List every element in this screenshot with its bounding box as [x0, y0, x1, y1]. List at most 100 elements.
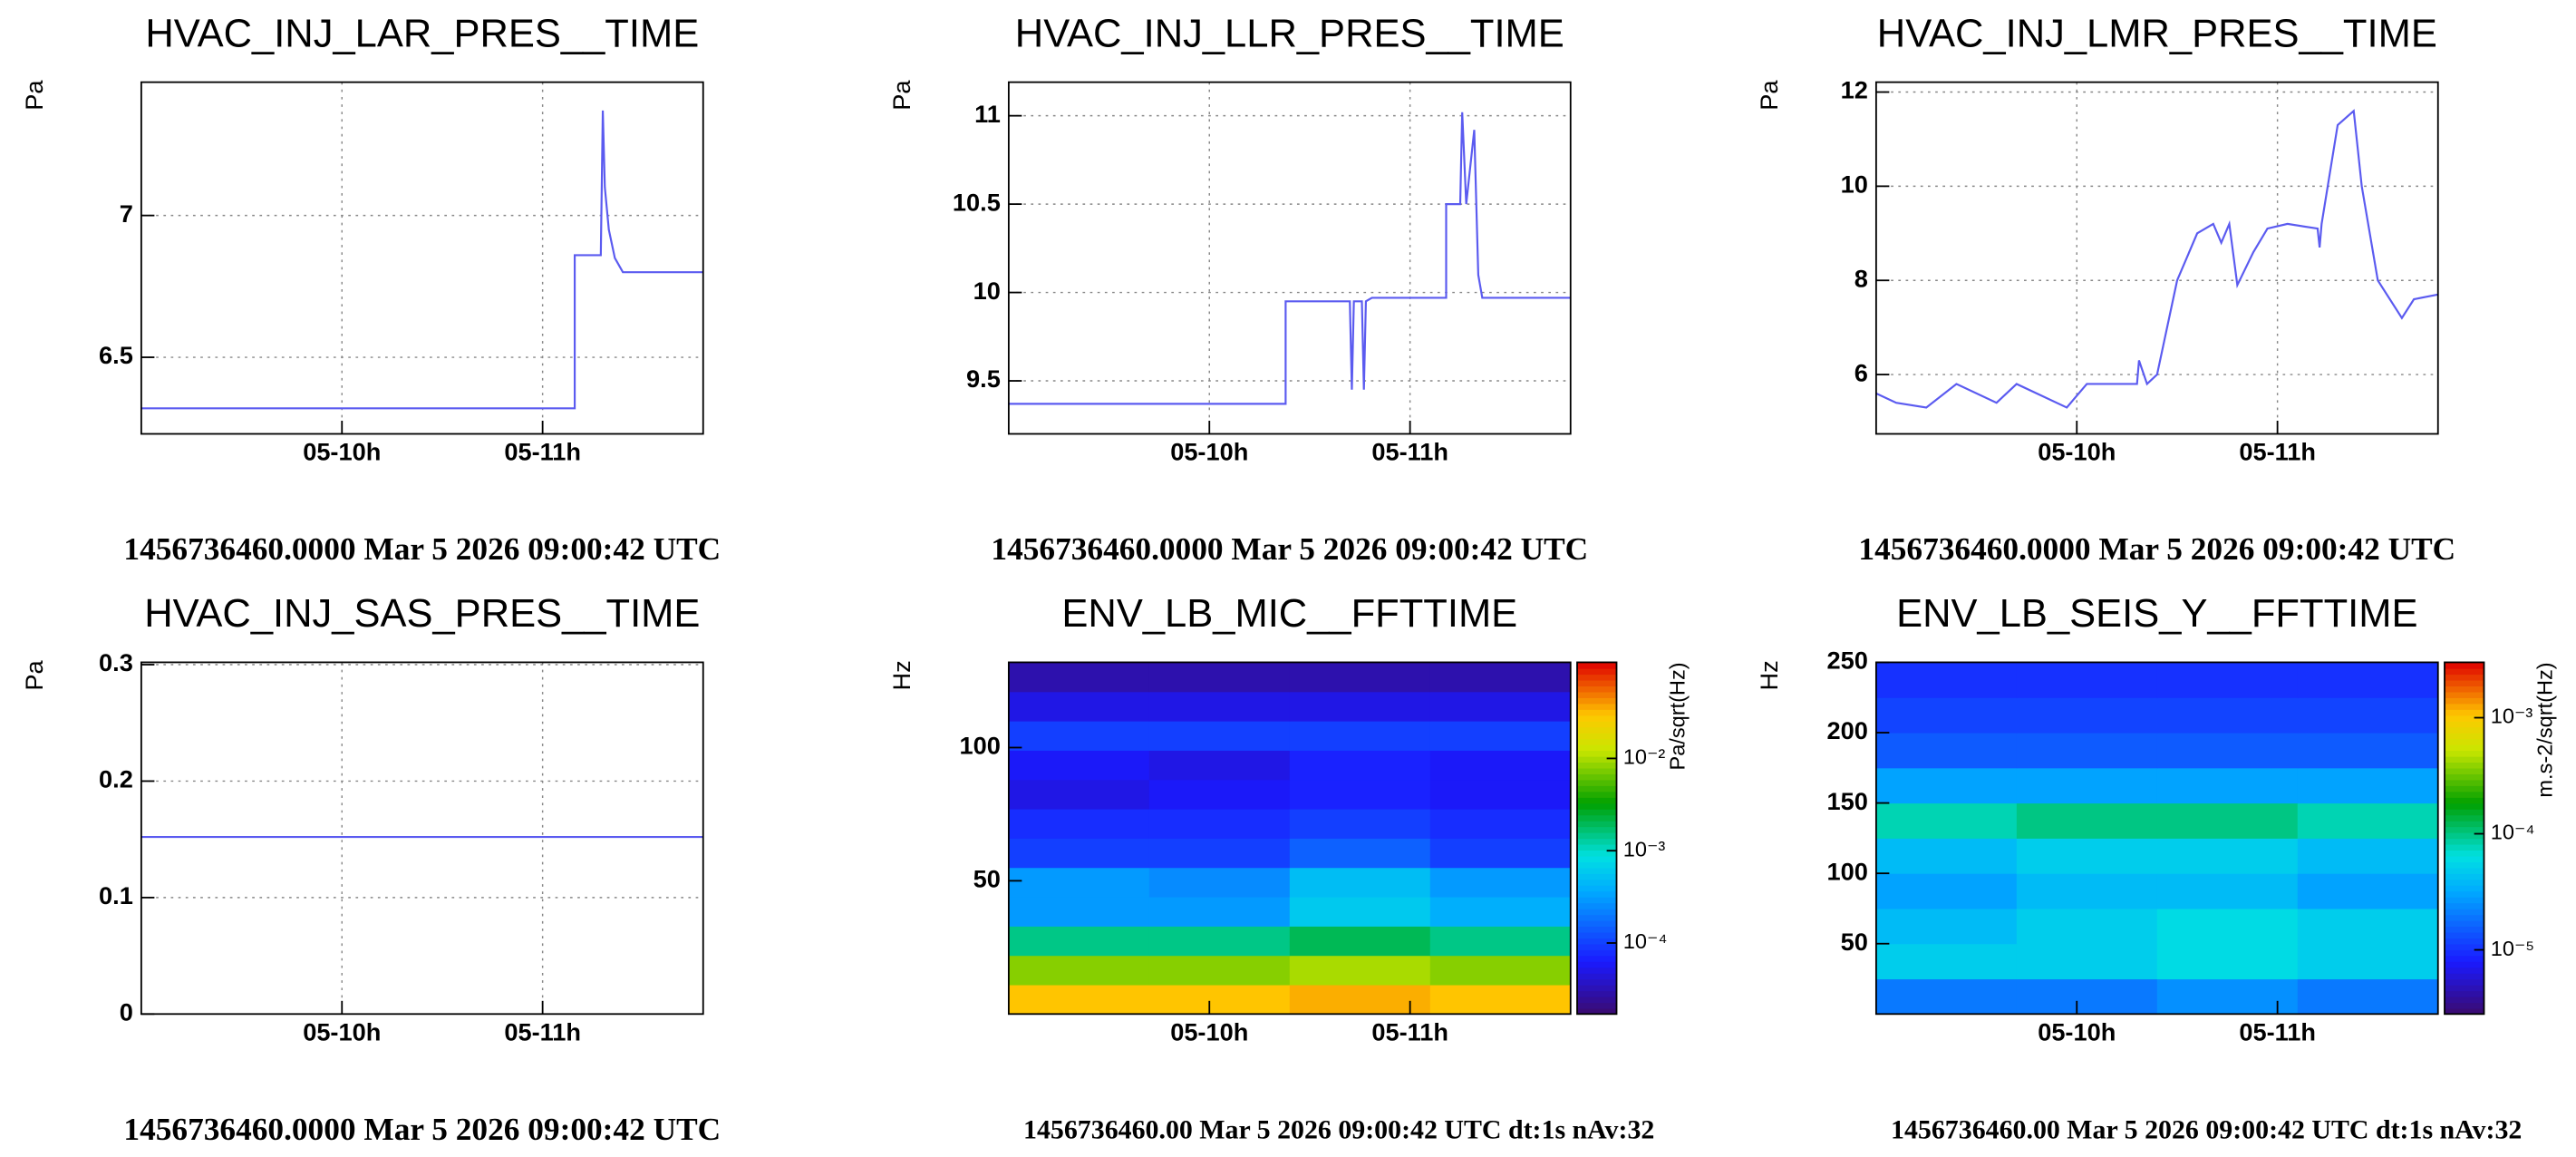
heatmap-cell — [1429, 750, 1572, 781]
y-tick-label: 12 — [1841, 76, 1868, 104]
y-tick-label: 6 — [1855, 358, 1868, 386]
colorbar-tick-label: 10⁻⁵ — [2491, 937, 2534, 960]
colorbar-tick-label: 10⁻⁴ — [2491, 821, 2535, 844]
colorbar-segment — [2445, 762, 2484, 769]
plot-frame — [140, 661, 704, 1016]
heatmap-cell — [1008, 662, 1150, 693]
colorbar-segment — [1577, 943, 1617, 950]
colorbar-tick-label: 10⁻⁴ — [1623, 929, 1668, 953]
colorbar-segment — [2445, 885, 2484, 892]
colorbar-segment — [1577, 919, 1617, 928]
heatmap-cell — [2016, 943, 2158, 980]
colorbar-tick-label: 10⁻³ — [2491, 705, 2533, 728]
heatmap-cell — [1429, 984, 1572, 1015]
colorbar-segment — [1577, 738, 1617, 745]
colorbar-segment — [1577, 908, 1617, 916]
colorbar-segment — [2445, 785, 2484, 792]
heatmap-cell — [1429, 867, 1572, 898]
plot-frame — [1874, 81, 2439, 435]
colorbar-segment — [1577, 685, 1617, 693]
colorbar-segment — [1577, 973, 1617, 980]
colorbar-segment — [2445, 961, 2484, 968]
colorbar-segment — [2445, 873, 2484, 880]
colorbar-segment — [1577, 978, 1617, 986]
heatmap-cell — [1289, 838, 1431, 869]
heatmap-cell — [1008, 867, 1150, 898]
colorbar-segment — [2445, 802, 2484, 810]
y-tick-label: 7 — [120, 199, 133, 228]
colorbar-segment — [1577, 990, 1617, 997]
colorbar-segment — [2445, 919, 2484, 928]
colorbar-frame — [2444, 661, 2485, 1016]
heatmap-cell — [2297, 697, 2439, 734]
y-axis-label: Pa — [20, 80, 48, 111]
footer: 1456736460.0000 Mar 5 2026 09:00:42 UTC — [123, 1112, 721, 1147]
y-tick-label: 8 — [1855, 264, 1868, 292]
plot-frame — [140, 81, 704, 435]
heatmap-cell — [2297, 662, 2439, 698]
colorbar-segment — [2445, 685, 2484, 693]
y-axis-label: Pa — [20, 659, 48, 690]
colorbar-segment — [1577, 744, 1617, 752]
colorbar-segment — [2445, 767, 2484, 774]
colorbar-segment — [1577, 762, 1617, 769]
colorbar-segment — [1577, 826, 1617, 833]
heatmap-cell — [1289, 750, 1431, 781]
heatmap-cell — [1429, 691, 1572, 722]
chart-title: HVAC_INJ_LMR_PRES__TIME — [1877, 12, 2437, 55]
colorbar-segment — [1577, 726, 1617, 734]
heatmap-cell — [1289, 984, 1431, 1015]
colorbar-segment — [2445, 691, 2484, 698]
heatmap-cell — [2156, 733, 2299, 769]
colorbar-segment — [2445, 809, 2484, 816]
heatmap-cell — [1289, 662, 1431, 693]
x-tick-label: 05-11h — [2239, 437, 2316, 465]
colorbar-segment — [1577, 721, 1617, 728]
heatmap-cell — [1008, 838, 1150, 869]
colorbar-segment — [1577, 691, 1617, 698]
colorbar-segment — [2445, 967, 2484, 974]
heatmap-cell — [1148, 955, 1291, 986]
footer: 1456736460.0000 Mar 5 2026 09:00:42 UTC — [1858, 531, 2455, 567]
heatmap-cell — [1429, 838, 1572, 869]
y-tick-label: 0.2 — [99, 765, 133, 793]
heatmap-cell — [1008, 809, 1150, 839]
colorbar-segment — [1577, 709, 1617, 716]
colorbar-segment — [1577, 902, 1617, 909]
heatmap-cell — [1148, 662, 1291, 693]
heatmap-cell — [1875, 908, 2018, 945]
heatmap-cell — [1008, 691, 1150, 722]
colorbar-segment — [2445, 674, 2484, 681]
colorbar-segment — [2445, 773, 2484, 781]
heatmap-cell — [2156, 978, 2299, 1015]
heatmap-cell — [1429, 779, 1572, 810]
colorbar-segment — [1577, 890, 1617, 898]
heatmap-cell — [1148, 867, 1291, 898]
x-tick-label: 05-11h — [2239, 1017, 2316, 1045]
colorbar-segment — [1577, 961, 1617, 968]
footer: 1456736460.0000 Mar 5 2026 09:00:42 UTC — [123, 531, 721, 567]
colorbar-segment — [2445, 931, 2484, 938]
heatmap-cell — [2297, 908, 2439, 945]
y-tick-label: 10 — [1841, 170, 1868, 199]
heatmap-cell — [1148, 721, 1291, 751]
y-tick-label: 6.5 — [99, 341, 133, 369]
heatmap-cell — [1289, 779, 1431, 810]
footer: 1456736460.00 Mar 5 2026 09:00:42 UTC dt… — [1023, 1115, 1654, 1145]
colorbar-segment — [1577, 820, 1617, 828]
colorbar-segment — [1577, 809, 1617, 816]
y-axis-label: Pa — [1755, 80, 1783, 111]
colorbar-segment — [2445, 791, 2484, 798]
heatmap-cell — [1008, 955, 1150, 986]
x-tick-label: 05-10h — [2038, 437, 2116, 465]
chart-title: HVAC_INJ_SAS_PRES__TIME — [144, 592, 700, 636]
heatmap-cell — [2297, 767, 2439, 804]
colorbar-segment — [2445, 861, 2484, 869]
colorbar-segment — [1577, 867, 1617, 874]
x-tick-label: 05-10h — [303, 1017, 381, 1045]
colorbar-segment — [1577, 667, 1617, 676]
colorbar-segment — [2445, 709, 2484, 716]
colorbar-segment — [1577, 755, 1617, 763]
colorbar-segment — [1577, 996, 1617, 1004]
colorbar-segment — [1577, 662, 1617, 669]
